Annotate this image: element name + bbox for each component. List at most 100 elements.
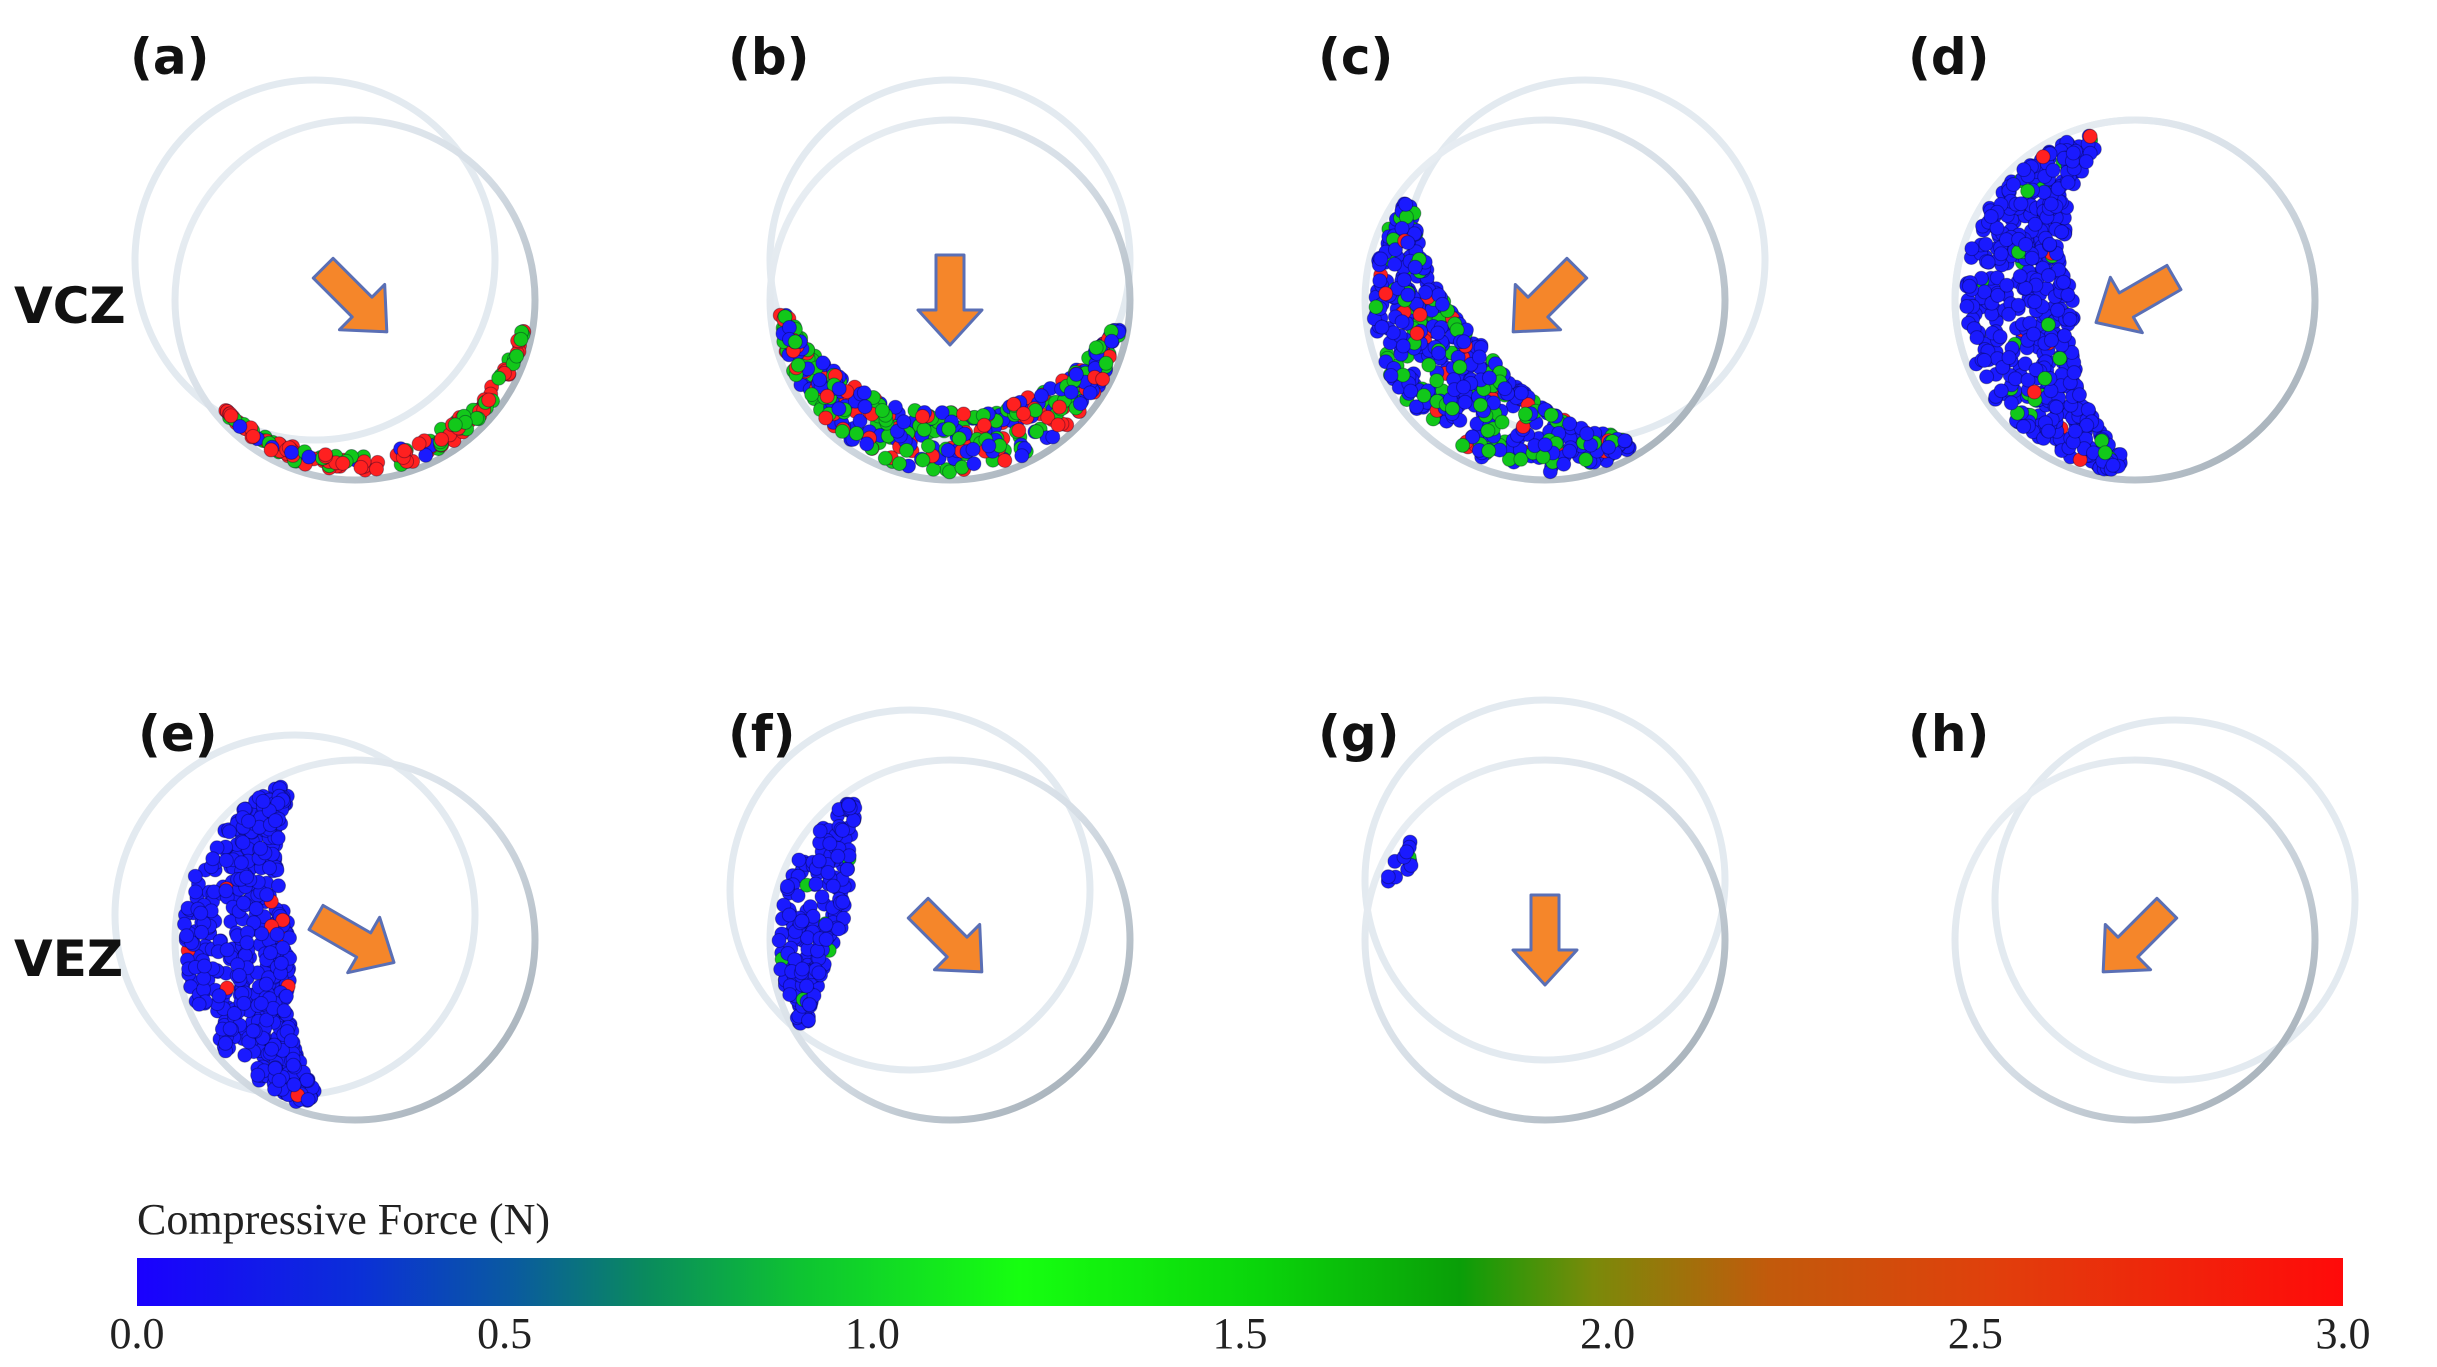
colorbar-tick-label: 0.5	[477, 1309, 533, 1358]
particle	[874, 403, 890, 418]
ring-current	[1361, 116, 1729, 484]
particle	[1456, 379, 1471, 395]
particle	[196, 958, 212, 974]
colorbar-tick-label: 2.0	[1580, 1309, 1636, 1358]
particle	[235, 835, 251, 850]
motion-arrow	[2101, 896, 2179, 974]
particle	[2003, 395, 2019, 411]
particle	[285, 1057, 301, 1073]
particle	[857, 399, 873, 415]
particle	[1481, 443, 1497, 459]
motion-arrow	[311, 256, 389, 334]
particle	[1098, 355, 1114, 371]
particle	[270, 830, 286, 846]
particle	[263, 442, 279, 458]
particle	[222, 1021, 238, 1037]
particle	[815, 355, 831, 371]
colorbar-tick-label: 0.0	[109, 1309, 165, 1358]
particle	[835, 822, 850, 838]
motion-arrow	[916, 253, 984, 347]
particle	[782, 987, 798, 1003]
particle	[219, 942, 235, 958]
particle	[899, 442, 915, 458]
particle	[801, 997, 817, 1013]
particle	[1494, 414, 1510, 430]
particle	[245, 428, 261, 444]
particle	[1471, 349, 1487, 365]
particle	[1465, 429, 1481, 445]
particle	[299, 1072, 315, 1088]
particle	[1999, 277, 2015, 293]
panel-label-d: (d)	[1908, 28, 1990, 86]
particle	[1556, 456, 1572, 472]
particle	[1040, 409, 1056, 425]
panel-label-a: (a)	[130, 28, 210, 86]
particle	[1385, 325, 1401, 341]
particle	[801, 1012, 816, 1028]
panel-label-c: (c)	[1318, 28, 1394, 86]
particle	[2007, 371, 2023, 387]
particle	[2037, 371, 2053, 386]
particle	[997, 453, 1013, 468]
particle	[830, 848, 846, 864]
particle	[1562, 443, 1578, 459]
particle	[1416, 388, 1432, 404]
particle	[877, 450, 893, 466]
ring-current	[1951, 116, 2319, 484]
particle	[2072, 387, 2087, 403]
particle	[811, 965, 827, 981]
particle	[301, 449, 317, 465]
particle	[1045, 429, 1061, 445]
particle	[2043, 332, 2059, 348]
particle	[353, 459, 369, 475]
particle	[2052, 350, 2068, 366]
ring-current	[171, 116, 539, 484]
particle	[940, 442, 956, 458]
particle	[1033, 388, 1049, 404]
particle	[1029, 424, 1044, 440]
panel-label-h: (h)	[1908, 705, 1990, 763]
particle	[1601, 439, 1616, 455]
particle	[253, 996, 269, 1011]
particle	[859, 436, 875, 452]
particle	[223, 408, 239, 424]
particle	[1989, 270, 2005, 286]
motion-arrow	[906, 896, 984, 974]
particle	[2005, 177, 2021, 192]
particle	[834, 423, 850, 439]
particle	[268, 813, 283, 829]
particle	[2060, 287, 2076, 303]
particle	[1014, 448, 1030, 464]
particle	[278, 988, 294, 1004]
particle	[396, 443, 412, 459]
particle	[1403, 383, 1419, 399]
particle	[2097, 445, 2113, 461]
particle	[1407, 259, 1423, 275]
particle	[2054, 224, 2070, 240]
particle	[232, 419, 248, 434]
particle	[1578, 452, 1594, 468]
particle	[831, 381, 847, 397]
particle	[1444, 401, 1460, 417]
particle	[2016, 162, 2032, 178]
particle	[2027, 294, 2043, 310]
particle	[1394, 314, 1410, 330]
particle	[1368, 299, 1384, 315]
particle	[262, 860, 277, 876]
particle	[1399, 844, 1415, 860]
particle	[1543, 407, 1559, 423]
particle	[1387, 242, 1403, 258]
particle	[2035, 149, 2051, 165]
particle	[1409, 325, 1425, 341]
particle	[1455, 437, 1471, 453]
particle	[1992, 329, 2008, 345]
particle	[233, 855, 249, 871]
particle	[264, 1041, 280, 1057]
particle	[2018, 280, 2033, 296]
particle	[1961, 278, 1977, 294]
particle	[1537, 437, 1553, 453]
particle	[205, 851, 221, 867]
particle	[1990, 287, 2006, 303]
motion-arrow	[2094, 263, 2183, 335]
motion-arrow	[1511, 893, 1579, 987]
